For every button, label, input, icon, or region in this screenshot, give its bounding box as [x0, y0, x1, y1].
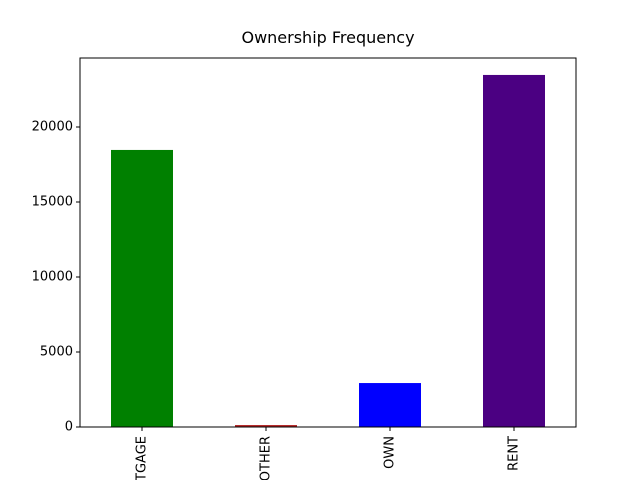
bar [359, 383, 421, 427]
y-tick-label: 15000 [32, 195, 73, 210]
y-tick-label: 5000 [40, 345, 73, 360]
y-tick-label: 20000 [32, 120, 73, 135]
bar [111, 149, 173, 427]
x-tick-label: OWN [383, 436, 398, 469]
bar [235, 425, 297, 427]
y-tick-label: 10000 [32, 270, 73, 285]
y-tick-label: 0 [65, 420, 73, 435]
chart-title: Ownership Frequency [241, 28, 414, 47]
plot-frame [79, 57, 577, 428]
x-tick-label: MORTGAGE [135, 436, 150, 480]
bar [483, 74, 545, 427]
x-tick-label: RENT [507, 436, 522, 471]
x-tick-label: OTHER [259, 436, 274, 480]
